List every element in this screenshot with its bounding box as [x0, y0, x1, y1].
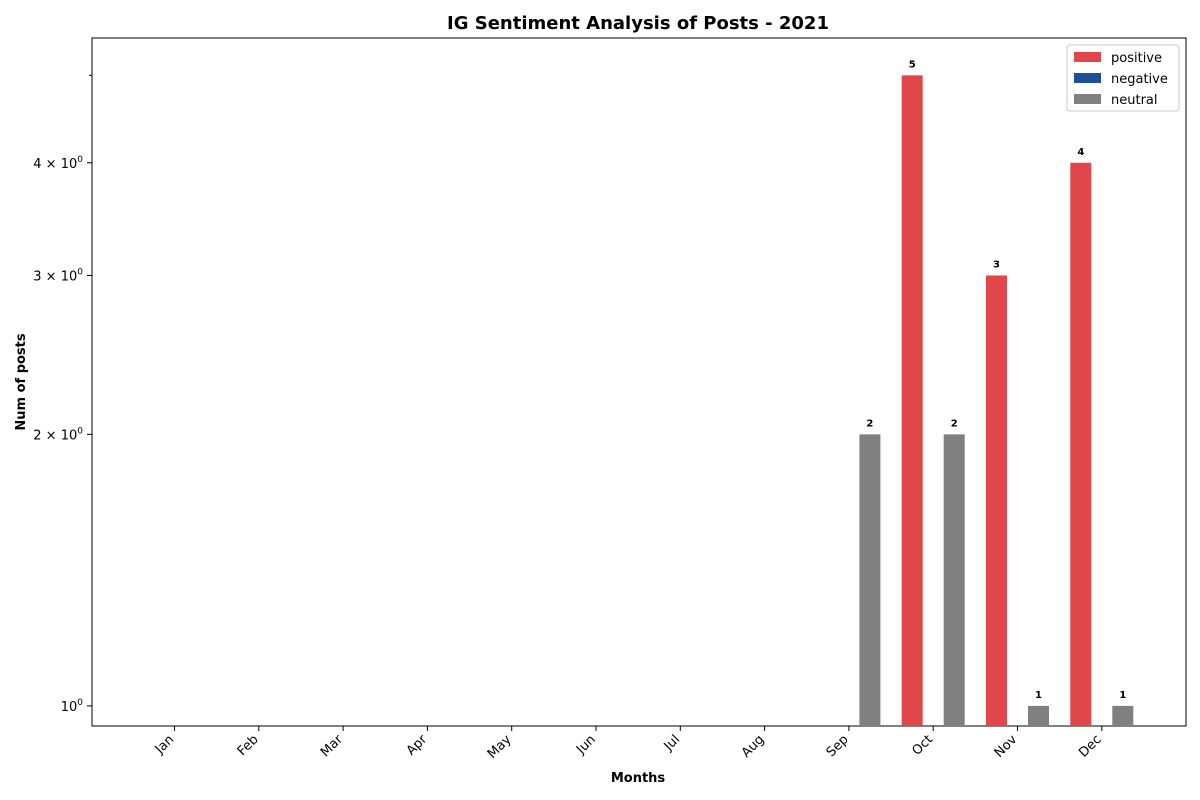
bar-neutral-nov: [1028, 705, 1049, 726]
bar-positive-dec: [1070, 162, 1092, 726]
legend-label-negative: negative: [1111, 72, 1168, 87]
legend-label-positive: positive: [1111, 51, 1162, 66]
data-label-neutral-oct: 2: [951, 418, 958, 429]
bar-positive-oct: [901, 75, 923, 727]
data-label-positive-oct: 5: [909, 59, 916, 70]
x-tick-label-jun: Jun: [573, 732, 599, 758]
y-axis: 100 2 × 100 3 × 100 4 × 100: [33, 74, 92, 715]
chart-title: IG Sentiment Analysis of Posts - 2021: [447, 13, 829, 34]
x-tick-label-dec: Dec: [1076, 732, 1104, 760]
legend: positive negative neutral: [1066, 44, 1180, 112]
legend-swatch-negative: [1074, 73, 1101, 83]
bar-neutral-sep: [859, 434, 881, 726]
data-label-positive-dec: 4: [1077, 147, 1084, 158]
bar-neutral-oct: [943, 434, 965, 726]
legend-swatch-positive: [1074, 52, 1101, 62]
x-axis-label: Months: [611, 771, 666, 786]
bar-positive-nov: [986, 275, 1007, 726]
x-tick-label-feb: Feb: [235, 732, 262, 759]
data-label-neutral-nov: 1: [1035, 690, 1042, 701]
data-label-positive-nov: 3: [993, 259, 1000, 270]
bar-neutral-dec: [1112, 705, 1134, 726]
data-label-neutral-sep: 2: [866, 418, 873, 429]
y-tick-label-1: 100: [61, 698, 84, 715]
bars-group: [859, 75, 1134, 727]
y-axis-label: Num of posts: [14, 333, 29, 431]
y-tick-label-2: 2 × 100: [33, 426, 83, 443]
data-labels-group: 5 3 4 2 2 1 1: [866, 59, 1126, 701]
x-tick-label-sep: Sep: [824, 732, 852, 760]
x-tick-label-nov: Nov: [992, 732, 1021, 761]
x-tick-label-apr: Apr: [404, 732, 431, 759]
x-axis: Jan Feb Mar Apr May Jun Jul Aug Sep Oct Nov Dec: [152, 726, 1105, 762]
legend-swatch-neutral: [1074, 94, 1101, 104]
y-tick-label-3: 3 × 100: [33, 267, 83, 284]
x-tick-label-mar: Mar: [318, 732, 346, 760]
x-tick-label-jul: Jul: [661, 732, 683, 754]
x-tick-label-jan: Jan: [152, 732, 177, 757]
x-tick-label-oct: Oct: [910, 732, 937, 759]
data-label-neutral-dec: 1: [1119, 690, 1126, 701]
y-tick-label-4: 4 × 100: [33, 155, 83, 172]
x-tick-label-aug: Aug: [739, 732, 768, 761]
plot-area-frame: [91, 37, 1187, 727]
legend-label-neutral: neutral: [1111, 93, 1158, 108]
x-tick-label-may: May: [485, 732, 515, 762]
